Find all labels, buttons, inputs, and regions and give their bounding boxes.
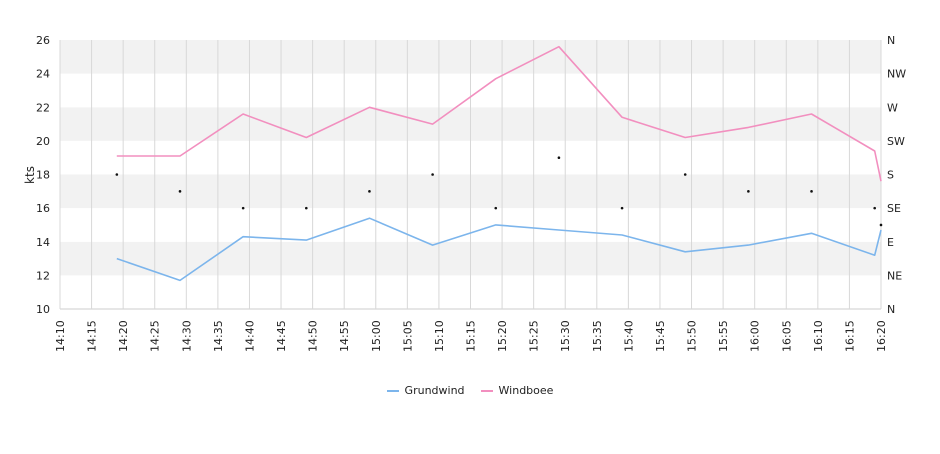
x-tick-label: 15:50 [686,320,699,352]
x-tick-label: 14:30 [180,320,193,352]
direction-axis-labels: N NE E SE S SW W NW N [887,34,906,316]
x-tick-label: 16:10 [812,320,825,352]
direction-markers [115,156,883,227]
x-tick-label: 16:00 [749,320,762,352]
x-tick-label: 15:30 [559,320,572,352]
direction-point [368,190,371,193]
x-tick-label: 15:40 [622,320,635,352]
direction-axis-label: N [887,303,895,316]
y-tick-label: 22 [36,101,50,114]
vertical-gridlines [59,40,882,309]
y-tick-label: 12 [36,269,50,282]
x-tick-label: 14:50 [307,320,320,352]
x-tick-label: 15:05 [401,320,414,352]
legend-item-windboee[interactable]: Windboee [480,384,554,397]
x-tick-label: 14:55 [338,320,351,352]
direction-axis-label: SW [887,135,905,148]
x-tick-label: 14:10 [54,320,67,352]
x-tick-label: 15:35 [591,320,604,352]
x-tick-label: 15:00 [370,320,383,352]
direction-point [873,206,876,210]
chart-legend: Grundwind Windboee [0,384,940,397]
legend-item-grundwind[interactable]: Grundwind [386,384,465,397]
direction-point [879,223,883,227]
x-tick-label: 16:20 [875,320,888,352]
x-tick-label: 14:20 [117,320,130,352]
series-line-windboee [116,45,882,182]
direction-point [747,190,750,193]
y-tick-label: 20 [36,135,50,148]
direction-point [810,190,813,193]
y-tick-label: 14 [36,236,50,249]
direction-axis-label: W [887,101,898,114]
direction-point [305,206,308,210]
direction-axis-label: S [887,169,894,182]
x-tick-label: 15:20 [496,320,509,352]
x-axis-labels: 14:10 14:15 14:20 14:25 14:30 14:35 14:40 14:45… [54,320,888,352]
y-tick-label: 16 [36,202,50,215]
x-tick-label: 14:15 [86,320,99,352]
y-tick-label: 18 [36,169,50,182]
series-line-grundwind [116,217,882,282]
x-tick-label: 16:15 [843,320,856,352]
direction-axis-label: N [887,34,895,47]
x-tick-label: 15:45 [654,320,667,352]
y-axis-title: kts [23,166,37,184]
direction-axis-label: E [887,236,894,249]
direction-axis-label: SE [887,202,901,215]
x-tick-label: 15:10 [433,320,446,352]
x-tick-label: 14:40 [243,320,256,352]
x-tick-label: 16:05 [780,320,793,352]
x-tick-label: 15:55 [717,320,730,352]
x-tick-label: 15:15 [465,320,478,352]
direction-point [620,206,624,210]
direction-point [178,190,182,193]
y-tick-label: 26 [36,34,50,47]
direction-point [683,173,687,176]
x-tick-label: 14:35 [212,320,225,352]
series-lines [116,45,882,282]
direction-point [494,206,498,210]
legend-swatch-windboee [480,389,493,392]
direction-point [115,173,119,176]
x-tick-label: 15:25 [528,320,541,352]
legend-swatch-grundwind [386,389,399,392]
direction-axis-label: NW [887,68,906,81]
legend-label-windboee: Windboee [498,384,554,397]
x-tick-label: 14:45 [275,320,288,352]
y-axis-labels: 10 12 14 16 18 20 22 24 26 [36,34,50,316]
x-tick-label: 14:25 [149,320,162,352]
direction-point [241,206,245,210]
y-tick-label: 24 [36,68,50,81]
y-tick-label: 10 [36,303,50,316]
direction-axis-label: NE [887,269,902,282]
direction-point [431,173,434,176]
legend-label-grundwind: Grundwind [404,384,465,397]
direction-point [557,156,561,159]
